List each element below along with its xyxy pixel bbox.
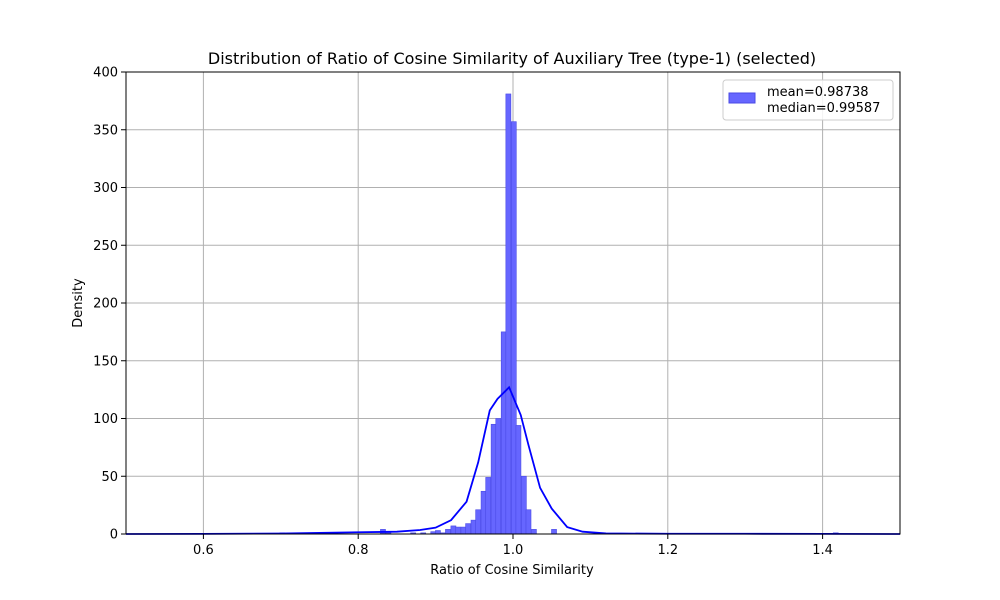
y-tick-label: 400 <box>93 66 118 81</box>
histogram-bar <box>450 525 457 535</box>
histogram-bar <box>505 93 512 535</box>
y-tick-label: 250 <box>93 239 118 254</box>
y-tick-label: 50 <box>101 470 118 485</box>
histogram-bar <box>435 530 441 535</box>
y-tick-label: 150 <box>93 354 118 369</box>
histogram-bar <box>485 477 492 535</box>
histogram-bar <box>445 529 451 535</box>
histogram-bar <box>521 475 527 535</box>
x-tick-label: 1.4 <box>812 543 833 558</box>
y-tick-label: 0 <box>110 528 118 543</box>
histogram-bar <box>490 423 497 535</box>
x-axis-label: Ratio of Cosine Similarity <box>430 563 594 578</box>
x-tick-label: 0.8 <box>348 543 369 558</box>
legend-box <box>722 79 894 121</box>
y-axis-ticks: 0 50 100 150 200 250 300 350 400 <box>93 66 126 543</box>
histogram-bar <box>500 331 507 535</box>
y-tick-label: 300 <box>93 181 118 196</box>
x-axis-ticks: 0.6 0.8 1.0 1.2 1.4 <box>193 534 833 558</box>
legend: mean=0.98738 median=0.99587 <box>722 79 894 121</box>
histogram-bar <box>495 418 502 535</box>
histogram-bar <box>470 519 477 535</box>
histogram-bar <box>525 509 532 535</box>
y-tick-label: 200 <box>93 297 118 312</box>
chart-title: Distribution of Ratio of Cosine Similari… <box>208 49 816 68</box>
legend-median: median=0.99587 <box>767 101 880 116</box>
histogram-bar <box>551 529 557 535</box>
histogram-bar <box>460 526 467 535</box>
kde-curve <box>125 385 901 535</box>
legend-mean: mean=0.98738 <box>767 85 869 100</box>
legend-swatch <box>728 92 756 104</box>
histogram-bar <box>465 523 471 535</box>
histogram-bar <box>531 529 537 535</box>
y-axis-label: Density <box>71 278 86 328</box>
x-tick-label: 0.6 <box>193 543 214 558</box>
histogram-bar <box>475 509 481 535</box>
y-tick-label: 350 <box>93 123 118 138</box>
histogram-bar <box>455 526 461 535</box>
histogram-bar <box>480 490 487 535</box>
x-tick-label: 1.0 <box>503 543 524 558</box>
x-tick-label: 1.2 <box>657 543 678 558</box>
histogram-bar <box>510 121 517 535</box>
y-tick-label: 100 <box>93 412 118 427</box>
histogram-bar <box>515 425 522 535</box>
